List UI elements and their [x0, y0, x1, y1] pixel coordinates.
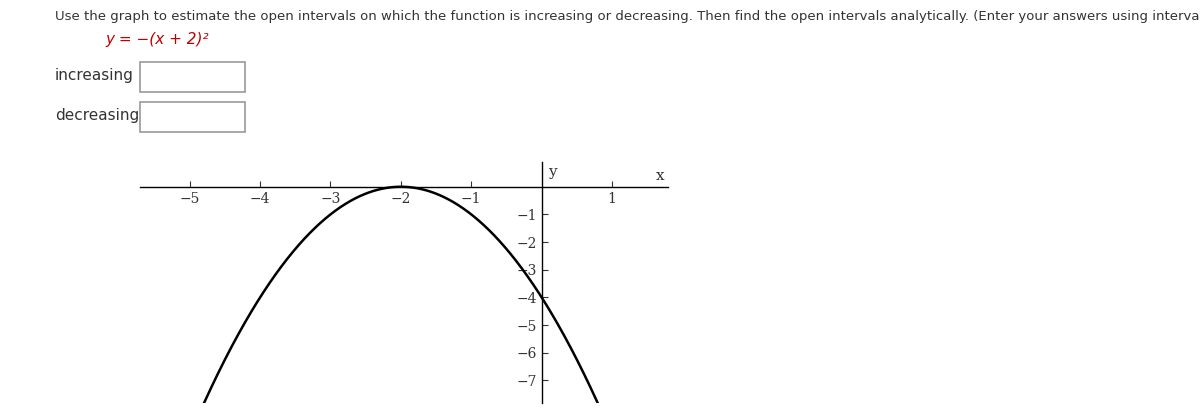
Text: decreasing: decreasing [55, 108, 139, 123]
Text: y: y [548, 165, 557, 179]
Text: increasing: increasing [55, 68, 134, 83]
FancyBboxPatch shape [140, 102, 245, 132]
FancyBboxPatch shape [140, 62, 245, 92]
Text: x: x [656, 169, 665, 183]
Text: y = −(x + 2)²: y = −(x + 2)² [106, 32, 209, 47]
Text: Use the graph to estimate the open intervals on which the function is increasing: Use the graph to estimate the open inter… [55, 10, 1200, 23]
